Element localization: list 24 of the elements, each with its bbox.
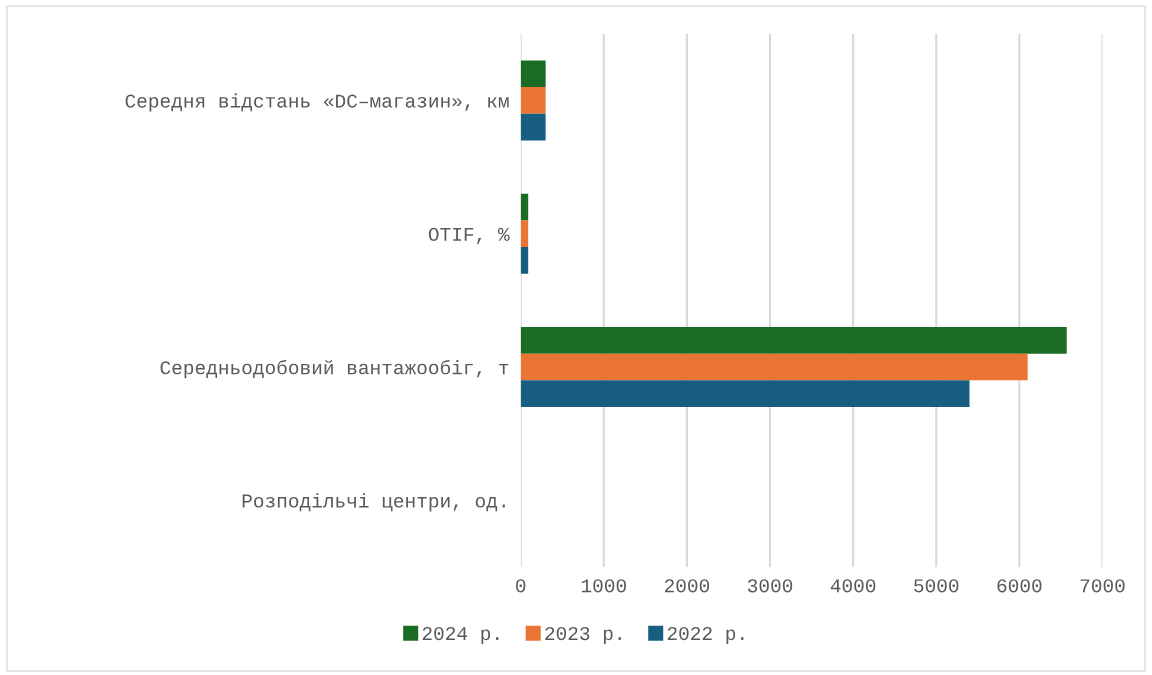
x-tick-label: 1000 xyxy=(581,579,626,593)
x-tick-label: 2000 xyxy=(664,579,710,593)
bar xyxy=(520,353,1028,381)
x-tick-label: 5000 xyxy=(914,579,959,593)
bar xyxy=(520,193,529,221)
x-tick-label: 6000 xyxy=(997,579,1042,593)
bar xyxy=(520,327,1067,354)
legend-label: 2024 р. xyxy=(422,626,499,644)
bar xyxy=(520,220,529,248)
bar xyxy=(520,247,529,274)
legend-label: 2022 р. xyxy=(667,626,744,644)
bar xyxy=(520,60,546,88)
bar xyxy=(520,87,546,114)
x-tick-label: 0 xyxy=(516,579,526,593)
y-tick-label: Середньодобовий вантажообіг, т xyxy=(160,359,509,379)
y-tick-label: OTIF, % xyxy=(428,227,510,245)
x-tick-label: 4000 xyxy=(830,579,876,593)
x-tick-label: 3000 xyxy=(747,579,793,593)
bar xyxy=(520,380,970,408)
y-tick-label: Розподільчі центри, од. xyxy=(242,493,505,512)
x-tick-label: 7000 xyxy=(1080,579,1125,593)
y-tick-label: Середня відстань «DC–магазин», км xyxy=(125,93,509,112)
bar xyxy=(520,113,546,141)
legend-label: 2023 р. xyxy=(545,626,621,644)
